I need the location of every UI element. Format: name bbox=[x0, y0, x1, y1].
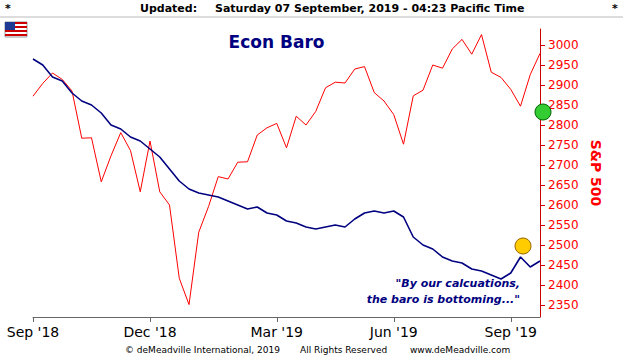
svg-text:2900: 2900 bbox=[548, 78, 579, 92]
svg-text:Saturday 07 September, 2019 -: Saturday 07 September, 2019 - 04:23 Paci… bbox=[215, 2, 524, 15]
svg-text:2950: 2950 bbox=[548, 58, 579, 72]
svg-text:*: * bbox=[5, 2, 11, 15]
svg-text:© deMeadville International, 2: © deMeadville International, 2019 bbox=[125, 345, 280, 355]
svg-text:2550: 2550 bbox=[548, 218, 579, 232]
svg-text:Sep '18: Sep '18 bbox=[7, 324, 60, 340]
svg-text:2600: 2600 bbox=[548, 198, 579, 212]
svg-text:All Rights Reserved: All Rights Reserved bbox=[300, 345, 387, 355]
svg-text:2850: 2850 bbox=[548, 98, 579, 112]
svg-text:Updated:: Updated: bbox=[140, 2, 197, 15]
svg-text:2800: 2800 bbox=[548, 118, 579, 132]
svg-text:*: * bbox=[612, 2, 618, 15]
svg-text:2350: 2350 bbox=[548, 298, 579, 312]
svg-text:2400: 2400 bbox=[548, 278, 579, 292]
svg-text:2750: 2750 bbox=[548, 138, 579, 152]
svg-text:Dec '18: Dec '18 bbox=[123, 324, 176, 340]
svg-text:2650: 2650 bbox=[548, 178, 579, 192]
svg-text:Sep '19: Sep '19 bbox=[485, 324, 538, 340]
svg-text:2450: 2450 bbox=[548, 258, 579, 272]
svg-text:Econ Baro: Econ Baro bbox=[229, 32, 325, 52]
svg-text:3000: 3000 bbox=[548, 38, 579, 52]
svg-text:www.deMeadville.com: www.deMeadville.com bbox=[410, 345, 510, 355]
svg-text:S&P 500: S&P 500 bbox=[588, 140, 604, 207]
svg-text:2500: 2500 bbox=[548, 238, 579, 252]
svg-text:Jun '19: Jun '19 bbox=[369, 324, 418, 340]
svg-text:2700: 2700 bbox=[548, 158, 579, 172]
svg-text:"By our calcuations,: "By our calcuations, bbox=[396, 277, 520, 290]
svg-text:the baro is bottoming...": the baro is bottoming..." bbox=[367, 293, 520, 306]
svg-text:Mar '19: Mar '19 bbox=[250, 324, 303, 340]
